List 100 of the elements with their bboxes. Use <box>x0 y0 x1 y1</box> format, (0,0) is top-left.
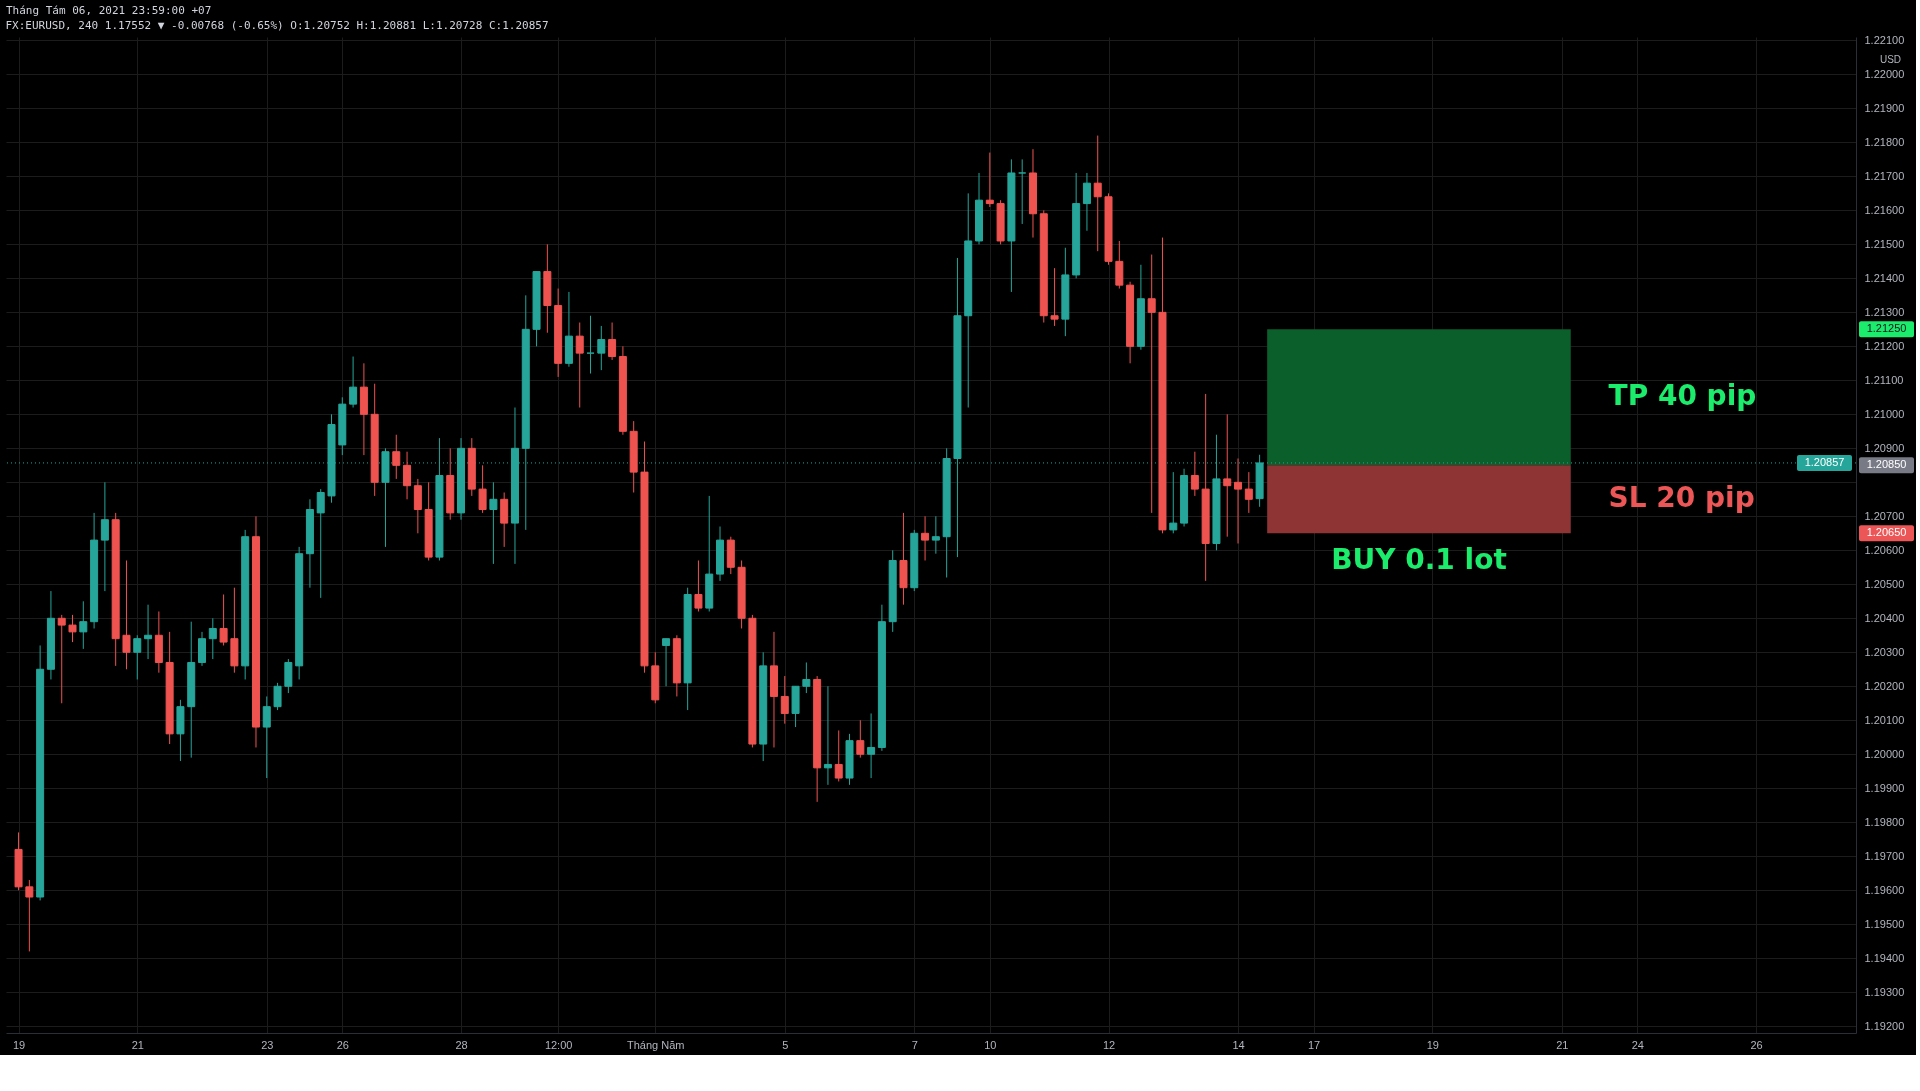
candlestick <box>284 658 293 694</box>
y-tick-label: 1.21800 <box>1864 135 1905 148</box>
y-tick-label: 1.20200 <box>1864 679 1905 692</box>
y-tick-label: 1.20700 <box>1864 509 1905 522</box>
x-tick-label: 26 <box>336 1038 349 1051</box>
candlestick <box>802 661 811 694</box>
y-tick-label: 1.20600 <box>1864 543 1905 556</box>
candlestick <box>79 600 88 650</box>
candlestick <box>219 593 228 646</box>
x-tick-label: 21 <box>1556 1038 1569 1051</box>
candlestick <box>1082 172 1091 232</box>
candlestick <box>1190 451 1199 497</box>
candlestick <box>1018 158 1027 225</box>
candlestick <box>985 152 994 208</box>
y-tick-label: 1.20900 <box>1864 441 1905 454</box>
y-tick-label: 1.19400 <box>1864 951 1905 964</box>
candlestick <box>413 478 422 534</box>
candlestick <box>25 879 34 952</box>
y-tick-label: 1.19800 <box>1864 815 1905 828</box>
y-tick-label: 1.20100 <box>1864 713 1905 726</box>
candlestick <box>478 464 487 514</box>
candlestick <box>662 638 671 687</box>
y-axis-title: USD <box>1879 53 1902 65</box>
candlestick <box>198 631 207 667</box>
y-tick-label: 1.20400 <box>1864 611 1905 624</box>
y-tick-label: 1.21300 <box>1864 305 1905 318</box>
y-tick-label: 1.20850 <box>1866 458 1907 471</box>
x-tick-label: 10 <box>984 1038 997 1051</box>
y-tick-label: 1.20650 <box>1866 526 1907 539</box>
x-tick-label: 28 <box>455 1038 468 1051</box>
x-tick-label: Tháng Năm <box>627 1038 685 1051</box>
candlestick <box>823 685 832 786</box>
x-tick-label: 23 <box>261 1038 274 1051</box>
y-tick-label: 1.21700 <box>1864 169 1905 182</box>
candlestick <box>122 559 131 670</box>
x-tick-label: 21 <box>131 1038 144 1051</box>
y-tick-label: 1.20000 <box>1864 747 1905 760</box>
x-tick-label: 14 <box>1232 1038 1245 1051</box>
candlestick <box>1234 458 1243 544</box>
band-label: TP 40 pip <box>1608 379 1757 413</box>
annotation: BUY 0.1 lot <box>1331 543 1507 577</box>
candlestick <box>68 614 77 643</box>
y-tick-label: 1.19600 <box>1864 883 1905 896</box>
y-tick-label: 1.21200 <box>1864 339 1905 352</box>
candlestick <box>575 322 584 409</box>
candlestick <box>403 451 412 500</box>
candlestick <box>500 492 509 548</box>
y-tick-label: 1.21600 <box>1864 203 1905 216</box>
y-tick-label: 1.21400 <box>1864 271 1905 284</box>
candlestick <box>780 675 789 725</box>
chart-subtitle: Tháng Tám 06, 2021 23:59:00 +07 <box>6 4 212 17</box>
candlestick <box>1244 471 1253 514</box>
candlestick <box>392 434 401 480</box>
x-tick-label: 19 <box>12 1038 26 1051</box>
y-tick-label: 1.22100 <box>1864 33 1905 46</box>
candlestick <box>144 604 153 660</box>
y-tick-label: 1.19200 <box>1864 1019 1905 1032</box>
y-tick-label: 1.21500 <box>1864 237 1905 250</box>
candlestick <box>262 695 271 779</box>
x-tick-label: 26 <box>1750 1038 1763 1051</box>
y-tick-label: 1.19300 <box>1864 985 1905 998</box>
band-label: SL 20 pip <box>1608 481 1755 515</box>
candlestick <box>1169 471 1178 534</box>
candlestick <box>273 682 282 711</box>
y-tick-label: 1.21000 <box>1864 407 1905 420</box>
ref-line-label: 1.20857 <box>1804 455 1845 468</box>
chart-title: FX:EURUSD, 240 1.17552 ▼ -0.00768 (-0.65%) O:1.20752 H:1.20881 L:1.20728 C:1.20857 <box>5 19 549 32</box>
candlestick <box>931 515 940 555</box>
candlestick <box>100 481 109 592</box>
y-tick-label: 1.21250 <box>1866 322 1907 335</box>
candlestick <box>608 322 617 361</box>
candlestick <box>1147 254 1156 514</box>
candlestick <box>349 356 358 409</box>
y-tick-label: 1.19900 <box>1864 781 1905 794</box>
candlestick <box>694 559 703 612</box>
y-tick-label: 1.22000 <box>1864 67 1905 80</box>
candlestick <box>1115 240 1124 290</box>
x-tick-label: 12 <box>1102 1038 1116 1051</box>
candlestick <box>489 481 498 565</box>
candlestick <box>133 634 142 680</box>
candlestick <box>316 488 325 599</box>
candlestick <box>586 315 595 375</box>
x-tick-label: 19 <box>1426 1038 1439 1051</box>
candlestick <box>921 515 930 561</box>
candlestick <box>834 729 843 782</box>
x-tick-label: 17 <box>1307 1038 1321 1051</box>
x-tick-label: 24 <box>1631 1038 1644 1051</box>
y-tick-label: 1.21100 <box>1864 373 1904 386</box>
x-tick-label: 12:00 <box>544 1038 573 1051</box>
candlestick <box>597 325 606 371</box>
y-tick-label: 1.19700 <box>1864 849 1905 862</box>
candlestick <box>208 617 217 660</box>
x-tick-label: 5 <box>782 1038 789 1051</box>
x-tick-label: 7 <box>911 1038 918 1051</box>
candlestick <box>1050 267 1059 327</box>
candlestick <box>57 614 66 704</box>
y-tick-label: 1.21900 <box>1864 101 1905 114</box>
candlestick <box>1223 413 1232 538</box>
candlestick <box>856 719 865 759</box>
candlestick <box>1093 135 1102 252</box>
